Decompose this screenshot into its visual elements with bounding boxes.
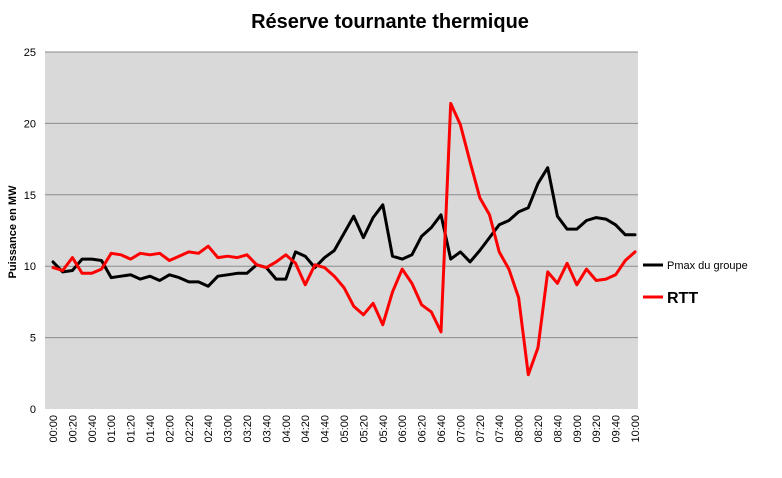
x-tick-label: 03:00 — [223, 415, 235, 443]
chart-title: Réserve tournante thermique — [251, 11, 529, 33]
x-tick-label: 06:00 — [397, 415, 409, 443]
y-tick-label: 25 — [24, 47, 36, 59]
legend-label-0: Pmax du groupe — [667, 260, 748, 272]
x-tick-label: 04:00 — [281, 415, 293, 443]
x-tick-label: 04:20 — [300, 415, 312, 443]
series-line-1 — [51, 101, 637, 377]
y-tick-label: 20 — [24, 118, 36, 130]
x-tick-label: 08:00 — [514, 415, 526, 443]
y-axis-label: Puissance en MW — [7, 185, 19, 279]
legend: Pmax du groupe RTT — [643, 260, 748, 307]
y-tick-label: 5 — [30, 333, 36, 345]
x-tick-label: 09:40 — [611, 415, 623, 443]
x-tick-label: 02:40 — [203, 415, 215, 443]
y-tick-label: 10 — [24, 261, 36, 273]
x-tick-label: 09:00 — [572, 415, 584, 443]
series-lines — [51, 101, 637, 377]
x-tick-label: 10:00 — [630, 415, 642, 443]
x-tick-label: 08:20 — [533, 415, 545, 443]
x-tick-label: 07:00 — [455, 415, 467, 443]
x-tick-label: 02:00 — [164, 415, 176, 443]
series-line-0 — [51, 166, 637, 288]
x-tick-label: 00:40 — [87, 415, 99, 443]
legend-label-1: RTT — [667, 290, 698, 307]
x-tick-label: 05:40 — [378, 415, 390, 443]
x-tick-label: 09:20 — [591, 415, 603, 443]
y-tick-label: 15 — [24, 190, 36, 202]
x-tick-label: 00:00 — [48, 415, 60, 443]
y-axis-ticks: 0 5 10 15 20 25 — [24, 47, 36, 416]
x-tick-label: 01:40 — [145, 415, 157, 443]
x-tick-label: 03:20 — [242, 415, 254, 443]
x-tick-label: 05:00 — [339, 415, 351, 443]
x-tick-label: 05:20 — [358, 415, 370, 443]
plot-area — [45, 52, 638, 409]
x-tick-label: 07:20 — [475, 415, 487, 443]
x-tick-label: 03:40 — [261, 415, 273, 443]
x-tick-label: 04:40 — [320, 415, 332, 443]
x-tick-label: 02:20 — [184, 415, 196, 443]
y-tick-label: 0 — [30, 404, 36, 416]
x-tick-label: 01:20 — [126, 415, 138, 443]
x-tick-label: 06:40 — [436, 415, 448, 443]
x-tick-label: 06:20 — [417, 415, 429, 443]
x-tick-label: 07:40 — [494, 415, 506, 443]
x-tick-label: 00:20 — [67, 415, 79, 443]
x-tick-label: 01:00 — [106, 415, 118, 443]
x-axis-ticks: 00:00 00:20 00:40 01:00 01:20 01:40 02:00 02:20… — [48, 415, 642, 443]
x-tick-label: 08:40 — [552, 415, 564, 443]
